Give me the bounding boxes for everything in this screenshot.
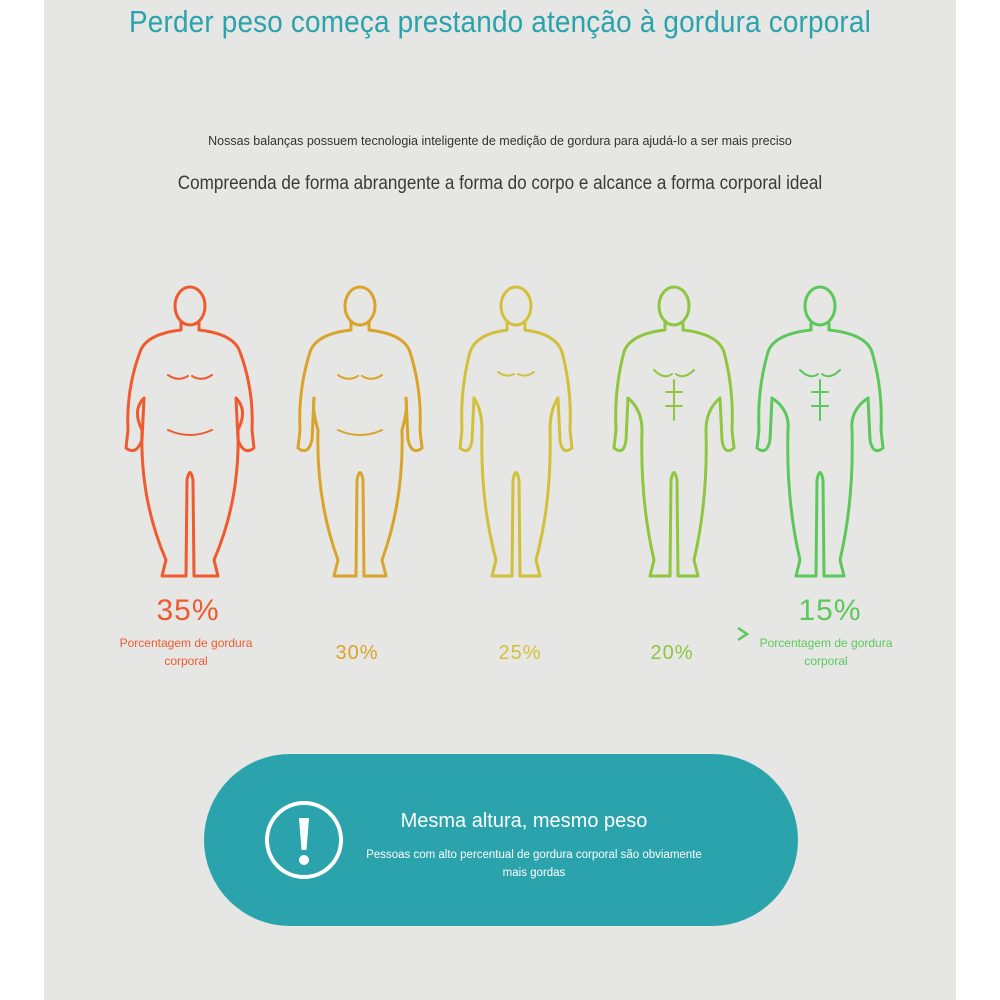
figure-detail (653, 369, 695, 421)
figure-outline (458, 320, 574, 578)
gradient-arrow (274, 626, 750, 642)
fat-percent-30: 30% (335, 642, 379, 664)
figure-outline (124, 320, 256, 578)
figure-head (657, 285, 691, 327)
body-figure-athletic (755, 285, 885, 578)
figure-outline (755, 320, 885, 578)
banner-title: Mesma altura, mesmo peso (400, 810, 648, 832)
figure-detail (337, 374, 383, 436)
banner-text: Pessoas com alto percentual de gordura c… (366, 849, 702, 879)
subtitle-large: Compreenda de forma abrangente a forma d… (177, 173, 823, 194)
body-figure-fit (612, 285, 736, 578)
fat-percent-high-label: Porcentagem de gordura corporal (119, 636, 253, 668)
fat-percent-low: 15% (798, 594, 862, 627)
info-banner: Mesma altura, mesmo peso Pessoas com alt… (204, 754, 798, 926)
page-title: Perder peso começa prestando atenção à g… (129, 4, 871, 39)
fat-percent-25: 25% (498, 642, 542, 664)
fat-percent-high: 35% (156, 594, 220, 627)
body-figure-average (458, 285, 574, 578)
body-figure-obese (124, 285, 256, 578)
figure-head (499, 285, 533, 327)
figure-head (343, 285, 377, 327)
body-figure-heavy (296, 285, 424, 578)
subtitle-small: Nossas balanças possuem tecnologia intel… (208, 134, 792, 148)
figure-detail (167, 374, 213, 436)
figure-head (803, 285, 837, 327)
exclamation-circle-icon (265, 801, 343, 879)
figure-outline (296, 320, 424, 578)
figure-outline (612, 320, 736, 578)
figure-head (173, 285, 207, 327)
fat-percent-20: 20% (650, 642, 694, 664)
figure-detail (497, 371, 535, 377)
body-figures (124, 285, 885, 578)
figure-detail (799, 369, 841, 421)
fat-percent-low-label: Porcentagem de gordura corporal (759, 636, 893, 668)
